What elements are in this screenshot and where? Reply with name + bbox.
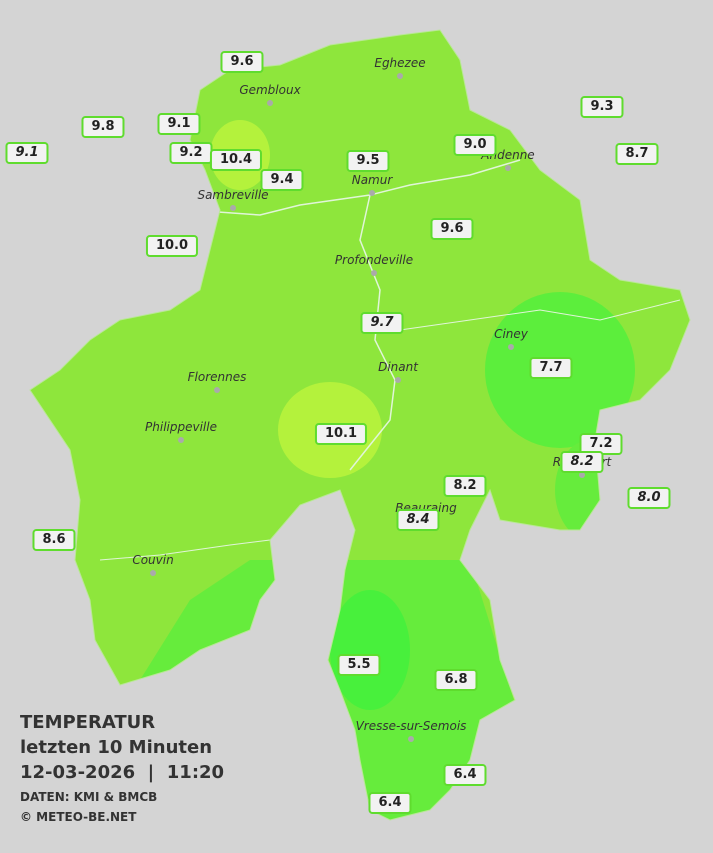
station-value: 6.8: [434, 669, 478, 691]
station-value: 9.0: [453, 134, 497, 156]
town-label: Namur: [352, 173, 394, 187]
legend-source: DATEN: KMI & BMCB: [20, 790, 158, 804]
town-dot: [230, 205, 236, 211]
legend-title: TEMPERATUR: [20, 712, 156, 733]
town-label: Ciney: [494, 327, 529, 341]
town-dot: [371, 270, 377, 276]
station-value: 9.2: [169, 142, 213, 164]
legend-subtitle: letzten 10 Minuten: [20, 737, 213, 758]
station-value: 8.2: [443, 475, 487, 497]
town-dot: [214, 387, 220, 393]
station-value: 9.8: [81, 116, 125, 138]
town-dot: [397, 73, 403, 79]
town-dot: [579, 472, 585, 478]
station-value: 8.2: [560, 451, 604, 473]
town-dot: [505, 165, 511, 171]
station-value: 6.4: [368, 792, 412, 814]
station-value: 9.1: [5, 142, 49, 164]
station-value: 8.6: [32, 529, 76, 551]
town-label: Dinant: [378, 360, 419, 374]
town-label: Vresse-sur-Semois: [356, 719, 467, 733]
station-value: 10.4: [209, 149, 263, 171]
town-label: Sambreville: [197, 188, 268, 202]
station-value: 10.1: [314, 423, 368, 445]
town-dot: [369, 190, 375, 196]
station-value: 5.5: [337, 654, 381, 676]
station-value: 9.3: [580, 96, 624, 118]
station-value: 7.2: [579, 433, 623, 455]
town-dot: [408, 736, 414, 742]
town-label: Profondeville: [335, 253, 413, 267]
town-dot: [178, 437, 184, 443]
town-dot: [150, 570, 156, 576]
town-dot: [395, 377, 401, 383]
station-value: 9.6: [220, 51, 264, 73]
station-value: 9.5: [346, 150, 390, 172]
station-value: 8.4: [396, 509, 440, 531]
station-value: 9.7: [360, 312, 404, 334]
station-value: 9.6: [430, 218, 474, 240]
town-dot: [267, 100, 273, 106]
station-value: 7.7: [529, 357, 573, 379]
town-label: Philippeville: [145, 420, 217, 434]
station-value: 8.7: [615, 143, 659, 165]
legend-datetime: 12-03-2026 | 11:20: [20, 762, 225, 783]
station-value: 9.4: [260, 169, 304, 191]
legend-copyright: © METEO-BE.NET: [20, 810, 137, 824]
station-value: 10.0: [145, 235, 199, 257]
station-value: 8.0: [627, 487, 671, 509]
town-label: Florennes: [188, 370, 247, 384]
town-dot: [508, 344, 514, 350]
station-value: 9.1: [157, 113, 201, 135]
town-label: Eghezee: [374, 56, 425, 70]
town-label: Couvin: [132, 553, 173, 567]
town-label: Gembloux: [239, 83, 301, 97]
station-value: 6.4: [443, 764, 487, 786]
